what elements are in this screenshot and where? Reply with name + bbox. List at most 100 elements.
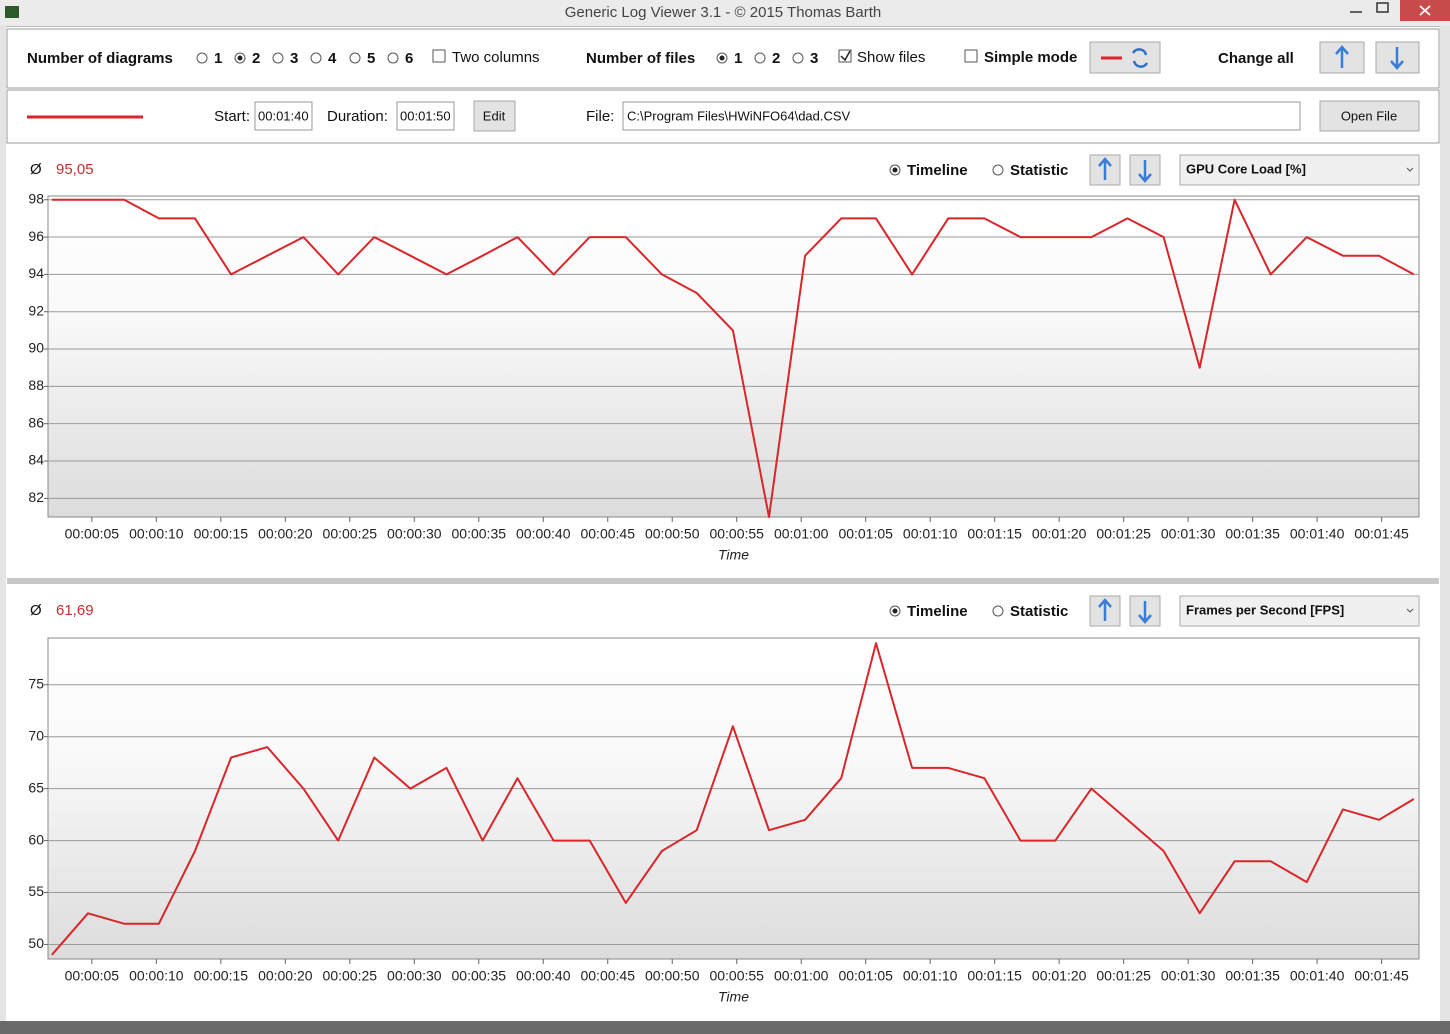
maximize-button[interactable] (1376, 2, 1389, 13)
radio[interactable] (754, 52, 766, 64)
option-label: 4 (328, 50, 337, 67)
x-tick-label: 00:01:40 (1290, 526, 1345, 542)
checkbox[interactable] (432, 49, 446, 63)
duration-input[interactable] (396, 101, 455, 131)
radio[interactable] (992, 164, 1004, 176)
option-label: 1 (734, 50, 742, 67)
sensor-name: Frames per Second [FPS] (1186, 602, 1344, 617)
color-swap-button[interactable] (1089, 41, 1161, 74)
button-label: Open File (1341, 108, 1397, 123)
x-tick-label: 00:01:15 (967, 526, 1022, 542)
x-tick-label: 00:00:10 (129, 968, 184, 984)
mode-option: Timeline (907, 162, 968, 179)
start-input[interactable] (254, 101, 313, 131)
option-label: 3 (810, 50, 818, 67)
x-tick-label: 00:00:50 (645, 968, 700, 984)
checkbox-label: Show files (857, 49, 925, 66)
y-tick-label: 90 (28, 340, 44, 356)
swap-icon (1131, 48, 1149, 68)
x-tick-label: 00:00:55 (709, 968, 764, 984)
x-tick-label: 00:00:15 (194, 526, 249, 542)
dropdown-chevron (1406, 608, 1414, 613)
sensor-dropdown[interactable] (1179, 154, 1420, 186)
x-tick-label: 00:00:35 (452, 968, 507, 984)
y-tick-label: 84 (28, 452, 44, 468)
y-tick-label: 65 (28, 779, 44, 795)
edit-button[interactable] (473, 100, 516, 132)
window-border (1440, 26, 1450, 1026)
y-tick-label: 50 (28, 935, 44, 951)
x-tick-label: 00:01:30 (1161, 968, 1216, 984)
close-icon (1419, 5, 1431, 16)
x-tick-label: 00:00:40 (516, 968, 571, 984)
radio-dot (237, 55, 243, 61)
average-value: 95,05 (56, 161, 94, 178)
radio[interactable] (310, 52, 322, 64)
x-tick-label: 00:00:10 (129, 526, 184, 542)
up-arrow (1335, 45, 1349, 68)
y-tick-label: 96 (28, 228, 44, 244)
radio[interactable] (792, 52, 804, 64)
label: Number of files (586, 50, 695, 67)
radio[interactable] (196, 52, 208, 64)
x-tick-label: 00:01:35 (1225, 968, 1280, 984)
average-symbol: Ø (30, 161, 42, 178)
mode-option: Statistic (1010, 162, 1068, 179)
file-input[interactable] (622, 101, 1301, 131)
diagram-options: 1 2 3 4 5 6 (196, 50, 413, 67)
radio-dot (719, 55, 725, 61)
checkbox[interactable] (838, 49, 852, 63)
sensor-dropdown[interactable] (1179, 595, 1420, 627)
option-label: 3 (290, 50, 298, 67)
y-tick-label: 70 (28, 727, 44, 743)
up-arrow (1098, 157, 1112, 180)
mode-option: Statistic (1010, 603, 1068, 620)
x-tick-label: 00:01:45 (1354, 968, 1409, 984)
x-tick-label: 00:00:45 (580, 526, 635, 542)
x-tick-label: 00:00:20 (258, 526, 313, 542)
x-tick-label: 00:00:15 (194, 968, 249, 984)
down-arrow (1390, 47, 1404, 70)
radio[interactable] (272, 52, 284, 64)
x-tick-label: 00:00:30 (387, 526, 442, 542)
x-tick-label: 00:01:35 (1225, 526, 1280, 542)
label: Number of diagrams (27, 50, 173, 67)
x-tick-label: 00:01:30 (1161, 526, 1216, 542)
y-tick-label: 60 (28, 831, 44, 847)
radio[interactable] (349, 52, 361, 64)
checkbox[interactable] (964, 49, 978, 63)
radio[interactable] (387, 52, 399, 64)
x-tick-label: 00:00:05 (65, 968, 120, 984)
plot-area (47, 195, 1420, 518)
x-tick-label: 00:01:25 (1096, 968, 1151, 984)
x-tick-label: 00:01:00 (774, 968, 829, 984)
data-line (51, 642, 1415, 956)
y-tick-label: 55 (28, 883, 44, 899)
x-tick-label: 00:00:55 (709, 526, 764, 542)
y-tick-label: 94 (28, 265, 44, 281)
title-bar (0, 0, 1450, 26)
open-file-button[interactable] (1319, 100, 1420, 132)
x-tick-label: 00:01:05 (838, 968, 893, 984)
x-tick-label: 00:00:50 (645, 526, 700, 542)
radio[interactable] (992, 605, 1004, 617)
radio-dot (892, 167, 898, 173)
y-tick-label: 75 (28, 675, 44, 691)
option-label: 6 (405, 50, 413, 67)
x-tick-label: 00:00:30 (387, 968, 442, 984)
y-tick-label: 82 (28, 489, 44, 505)
checkmark (840, 50, 851, 62)
taskbar-strip (0, 1021, 1450, 1034)
plot-area (47, 637, 1420, 960)
option-label: 2 (772, 50, 780, 67)
y-tick-label: 92 (28, 302, 44, 318)
panel-splitter[interactable] (7, 578, 1439, 584)
average-value: 61,69 (56, 602, 94, 619)
x-tick-label: 00:00:35 (452, 526, 507, 542)
x-tick-label: 00:00:05 (65, 526, 120, 542)
x-tick-label: 00:01:15 (967, 968, 1022, 984)
x-tick-label: 00:01:10 (903, 526, 958, 542)
x-tick-label: 00:00:45 (580, 968, 635, 984)
x-tick-label: 00:00:25 (323, 526, 378, 542)
